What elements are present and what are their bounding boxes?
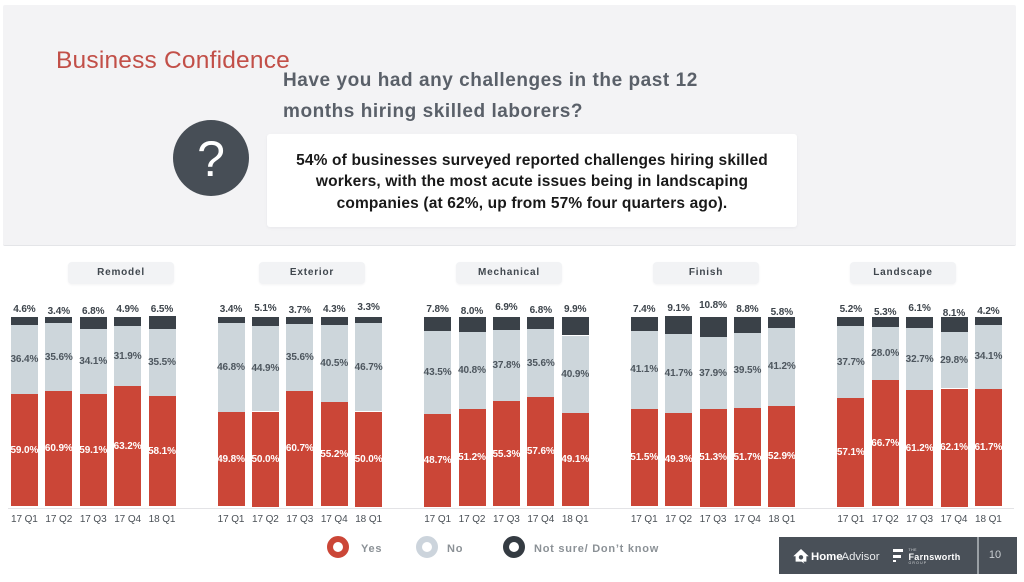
svg-text:Home: Home bbox=[811, 551, 843, 563]
svg-text:Advisor: Advisor bbox=[842, 551, 880, 563]
